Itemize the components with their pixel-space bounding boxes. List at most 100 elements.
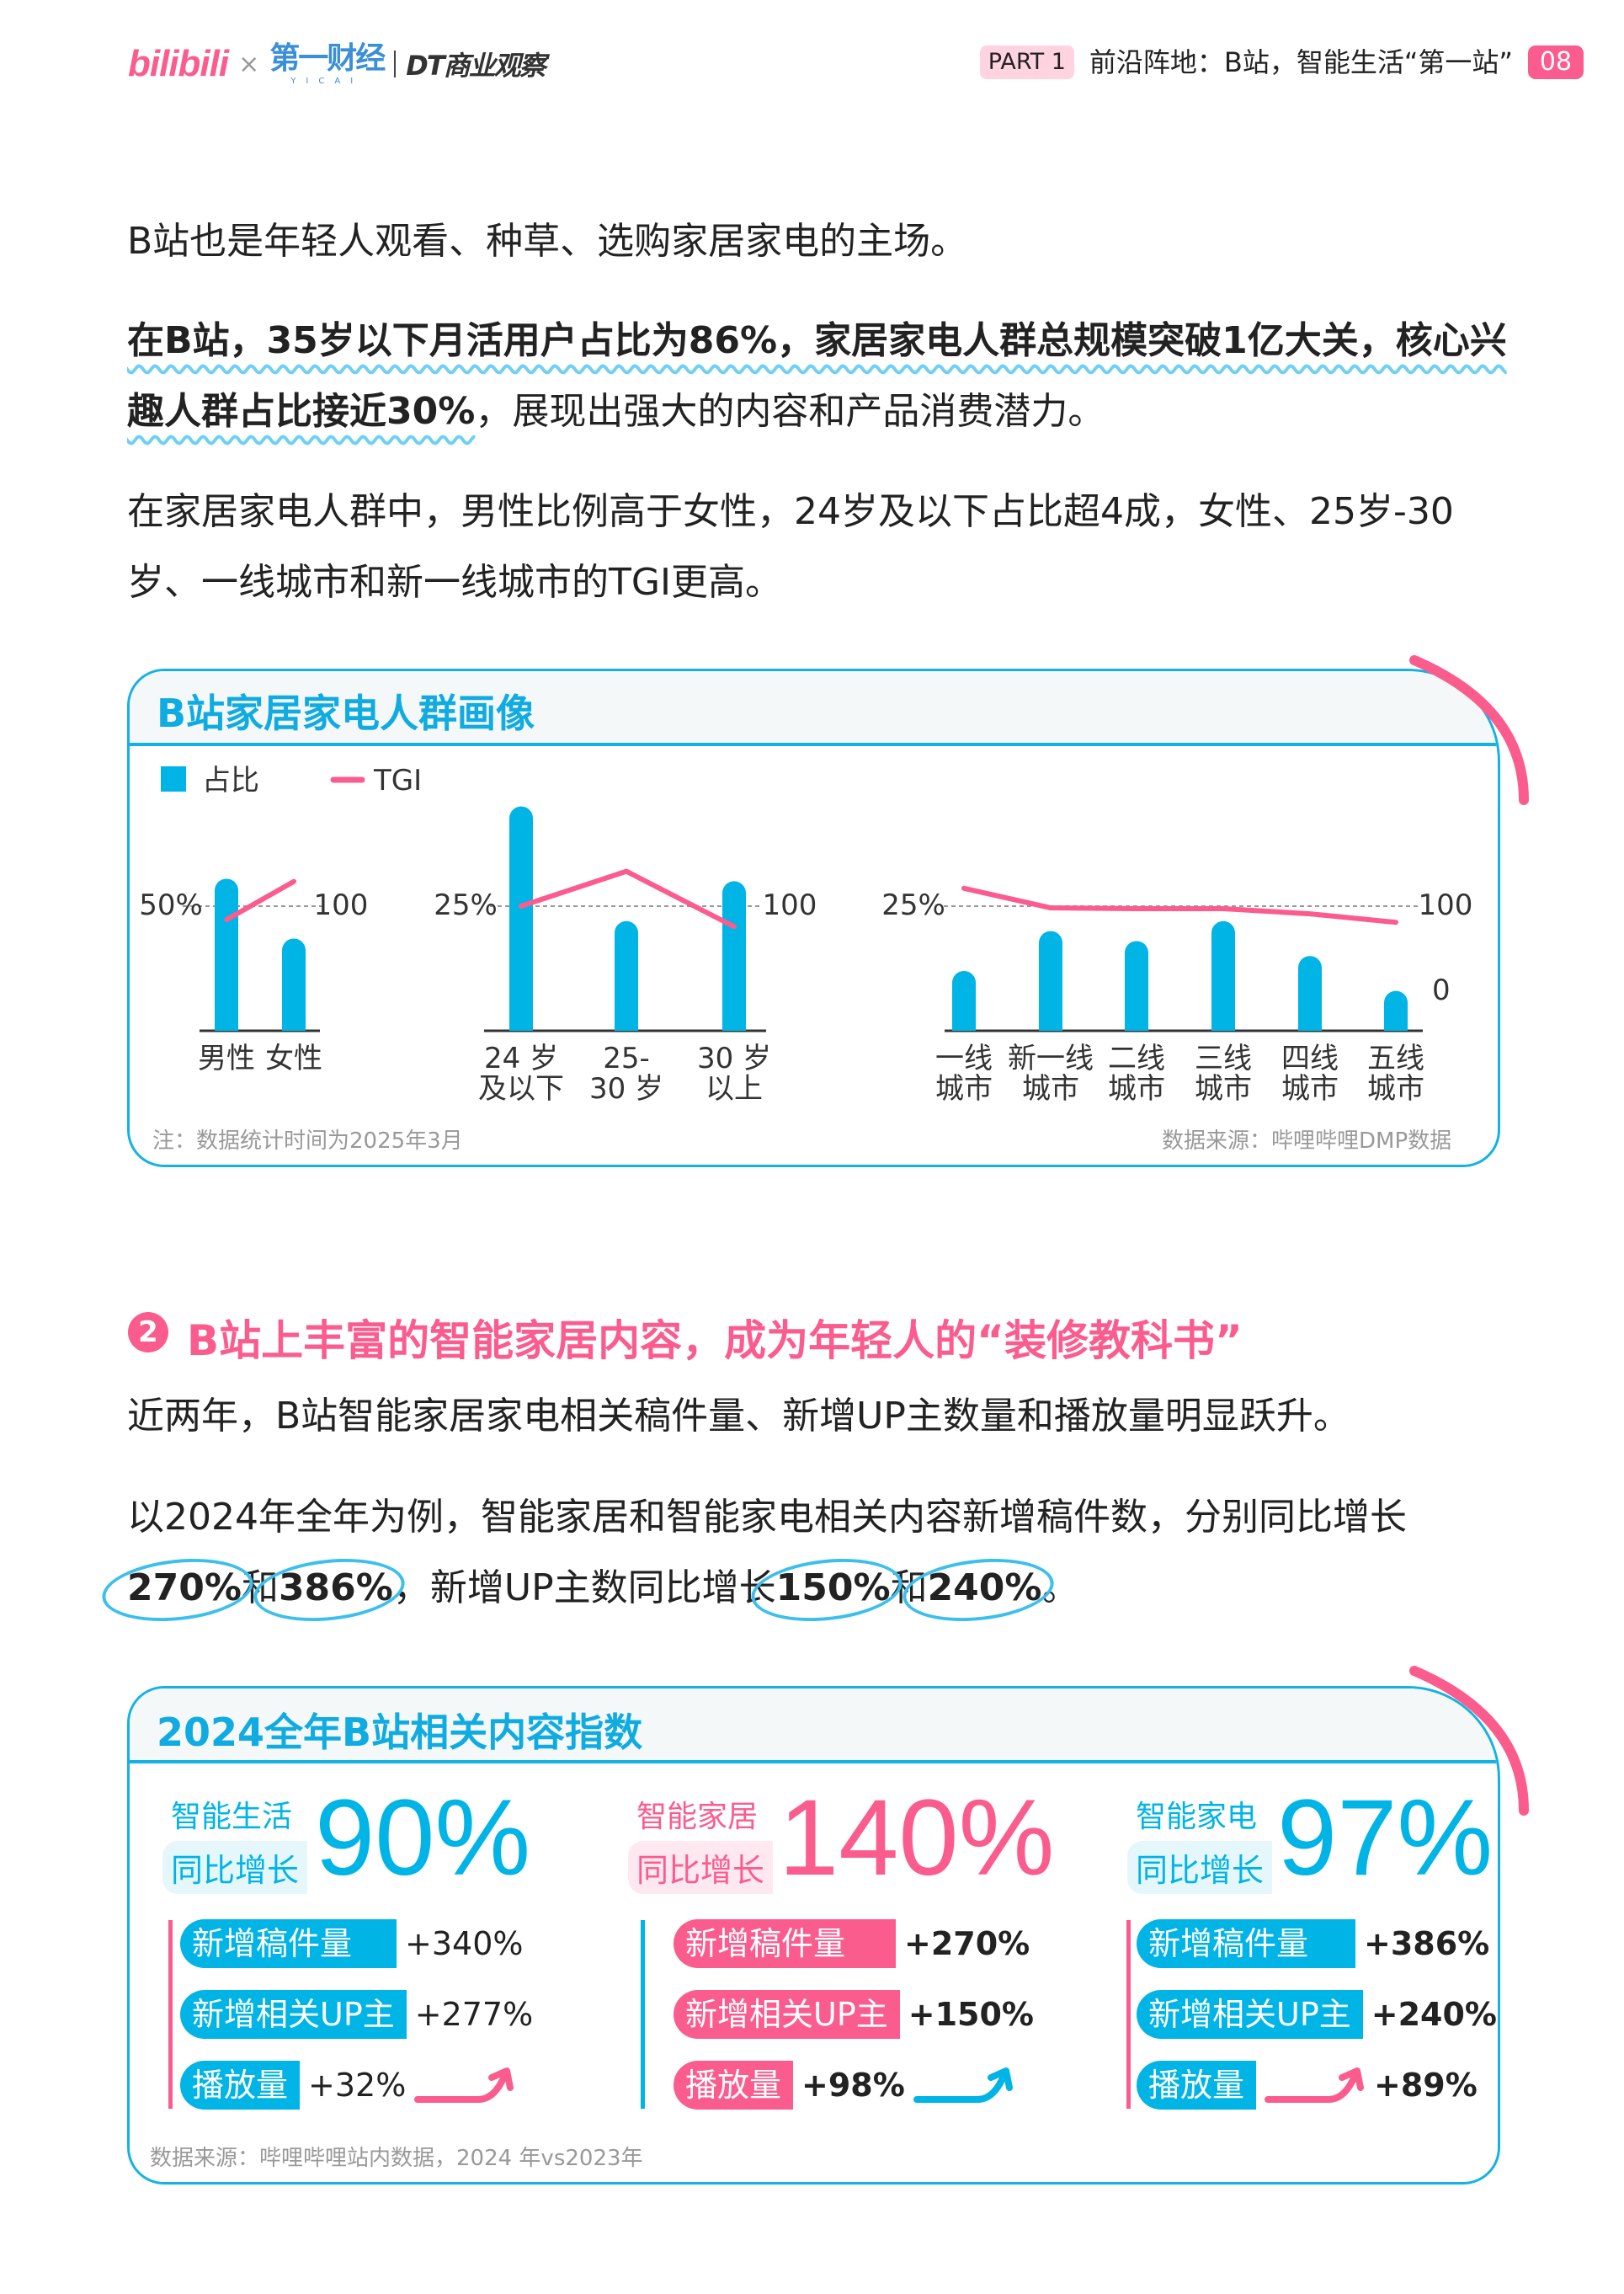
metric-value: +150%: [908, 1996, 1034, 2033]
trend-arrow-icon: [414, 2067, 514, 2103]
metric-value: +386%: [1364, 1925, 1490, 1962]
metric-tag: 新增相关UP主: [1137, 1990, 1363, 2039]
yoy-label: 同比增长: [1127, 1841, 1273, 1894]
yoy-label: 同比增长: [162, 1841, 308, 1894]
legend-label: 占比: [202, 764, 259, 798]
metric-value: +270%: [904, 1925, 1030, 1962]
ref-label-zero: 0: [1432, 974, 1451, 1007]
x-tick-label: 三线: [1195, 1042, 1252, 1075]
intro-p2-rest: ，展现出强大的内容和产品消费潜力。: [475, 390, 1105, 433]
share-bar: [215, 878, 238, 1031]
share-bar: [509, 806, 533, 1031]
category-name: 智能家居: [636, 1800, 759, 1834]
circled-value: 150%: [776, 1553, 891, 1624]
circled-value: 270%: [127, 1553, 242, 1624]
metric-value: +277%: [414, 1996, 534, 2033]
accent-bar: [641, 1920, 645, 2109]
category-name: 智能家电: [1136, 1800, 1258, 1834]
ref-label-left: 25%: [881, 888, 945, 922]
metric-row: 新增稿件量 +386%: [1137, 1919, 1489, 1968]
metric-value: +32%: [308, 2067, 407, 2104]
share-bar: [1384, 990, 1408, 1031]
ref-label-left: 50%: [139, 888, 203, 922]
card2-source: 数据来源：哔哩哔哩站内数据，2024 年vs2023年: [150, 2146, 643, 2171]
x-tick-label: 女性: [265, 1042, 322, 1075]
metric-tag: 新增相关UP主: [180, 1990, 407, 2039]
card-header: B站家居家电人群画像: [130, 671, 1498, 746]
section-title: B站上丰富的智能家居内容，成为年轻人的“装修教科书”: [187, 1316, 1243, 1365]
metric-tag: 新增稿件量: [674, 1919, 896, 1968]
intro-p1: B站也是年轻人观看、种草、选购家居家电的主场。: [127, 220, 968, 263]
x-tick-label: 城市: [1367, 1072, 1424, 1106]
trend-arrow-icon: [1265, 2067, 1365, 2103]
x-tick-label: 城市: [1281, 1072, 1339, 1106]
partner-logos: bilibili × 第一财经 YICAI DT商业观察: [128, 39, 546, 89]
x-tick-label: 城市: [935, 1072, 993, 1106]
x-tick-label: 24 岁: [484, 1042, 558, 1075]
metric-tag: 播放量: [1137, 2061, 1257, 2110]
yoy-label: 同比增长: [628, 1841, 774, 1894]
share-bar: [1125, 941, 1148, 1031]
metric-tag: 新增稿件量: [1137, 1919, 1355, 1968]
logo-divider: [394, 51, 397, 77]
metric-row: 新增相关UP主 +240%: [1137, 1990, 1497, 2039]
metric-tag: 播放量: [180, 2061, 301, 2110]
growth-value: 90%: [315, 1778, 531, 1898]
p2-text: ，新增UP主数同比增长: [392, 1566, 776, 1609]
yicai-logo: 第一财经: [269, 41, 386, 76]
dt-logo: DT商业观察: [406, 50, 546, 82]
section-number: 2: [128, 1312, 168, 1352]
growth-value: 140%: [779, 1778, 1055, 1898]
metric-tag: 播放量: [674, 2061, 794, 2110]
metric-row: 播放量 +32%: [180, 2061, 515, 2110]
section2-p2: 以2024年全年为例，智能家居和智能家电相关内容新增稿件数，分别同比增长 270%…: [127, 1482, 1508, 1624]
share-bar: [722, 881, 746, 1031]
circled-value: 240%: [928, 1553, 1042, 1624]
x-tick-label: 30 岁: [697, 1042, 771, 1075]
chart-note: 注：数据统计时间为2025年3月: [152, 1128, 463, 1154]
share-bar: [1039, 931, 1062, 1031]
metric-row: 播放量 +98%: [674, 2061, 1014, 2110]
x-tick-label: 30 岁: [589, 1072, 663, 1106]
x-tick-label: 五线: [1367, 1042, 1424, 1075]
ref-label-right: 100: [1419, 888, 1473, 922]
yicai-logo-group: 第一财经 YICAI: [269, 41, 386, 87]
ref-label-right: 100: [763, 888, 817, 922]
x-tick-label: 四线: [1281, 1042, 1339, 1075]
page-number: 08: [1528, 45, 1584, 79]
share-bar: [952, 970, 976, 1031]
tgi-line: [961, 885, 1398, 926]
chapter-title: 前沿阵地：B站，智能生活“第一站”: [1089, 46, 1513, 78]
x-tick-label: 25-: [603, 1042, 650, 1075]
ref-label-right: 100: [314, 888, 369, 922]
tgi-line: [519, 868, 737, 930]
x-tick-label: 城市: [1195, 1072, 1252, 1106]
card-header: 2024全年B站相关内容指数: [130, 1688, 1498, 1763]
x-tick-label: 城市: [1022, 1072, 1079, 1106]
audience-profile-card: B站家居家电人群画像: [127, 669, 1500, 1167]
chapter-header: PART 1 前沿阵地：B站，智能生活“第一站” 08: [979, 44, 1584, 81]
cross-sign: ×: [238, 49, 260, 79]
part-badge: PART 1: [979, 45, 1074, 79]
metric-value: +240%: [1371, 1996, 1497, 2033]
metric-value: +98%: [801, 2067, 905, 2104]
yicai-logo-en: YICAI: [290, 77, 364, 86]
growth-value: 97%: [1277, 1778, 1494, 1898]
p2-text: 以2024年全年为例，智能家居和智能家电相关内容新增稿件数，分别同比增长: [127, 1496, 1407, 1539]
category-name: 智能生活: [171, 1800, 293, 1834]
x-tick-label: 以上: [706, 1072, 763, 1106]
accent-bar: [1126, 1920, 1131, 2109]
share-bar: [282, 938, 306, 1031]
share-bar: [1211, 920, 1235, 1031]
metric-value: +340%: [405, 1925, 524, 1962]
share-bar: [615, 920, 638, 1031]
metric-row: 新增稿件量 +340%: [180, 1919, 523, 1968]
share-bar: [1298, 956, 1322, 1031]
x-tick-label: 一线: [935, 1042, 993, 1075]
metric-row: 新增相关UP主 +277%: [180, 1990, 533, 2039]
bilibili-logo: bilibili: [128, 43, 229, 84]
highlight-text: 在B站，35岁以下月活用户占比为86%，家居家电人群总规模突破1亿大关，核心兴趣…: [127, 319, 1507, 433]
tgi-line: [224, 878, 296, 923]
intro-p3: 在家居家电人群中，男性比例高于女性，24岁及以下占比超4成，女性、25岁-30岁…: [127, 490, 1454, 604]
